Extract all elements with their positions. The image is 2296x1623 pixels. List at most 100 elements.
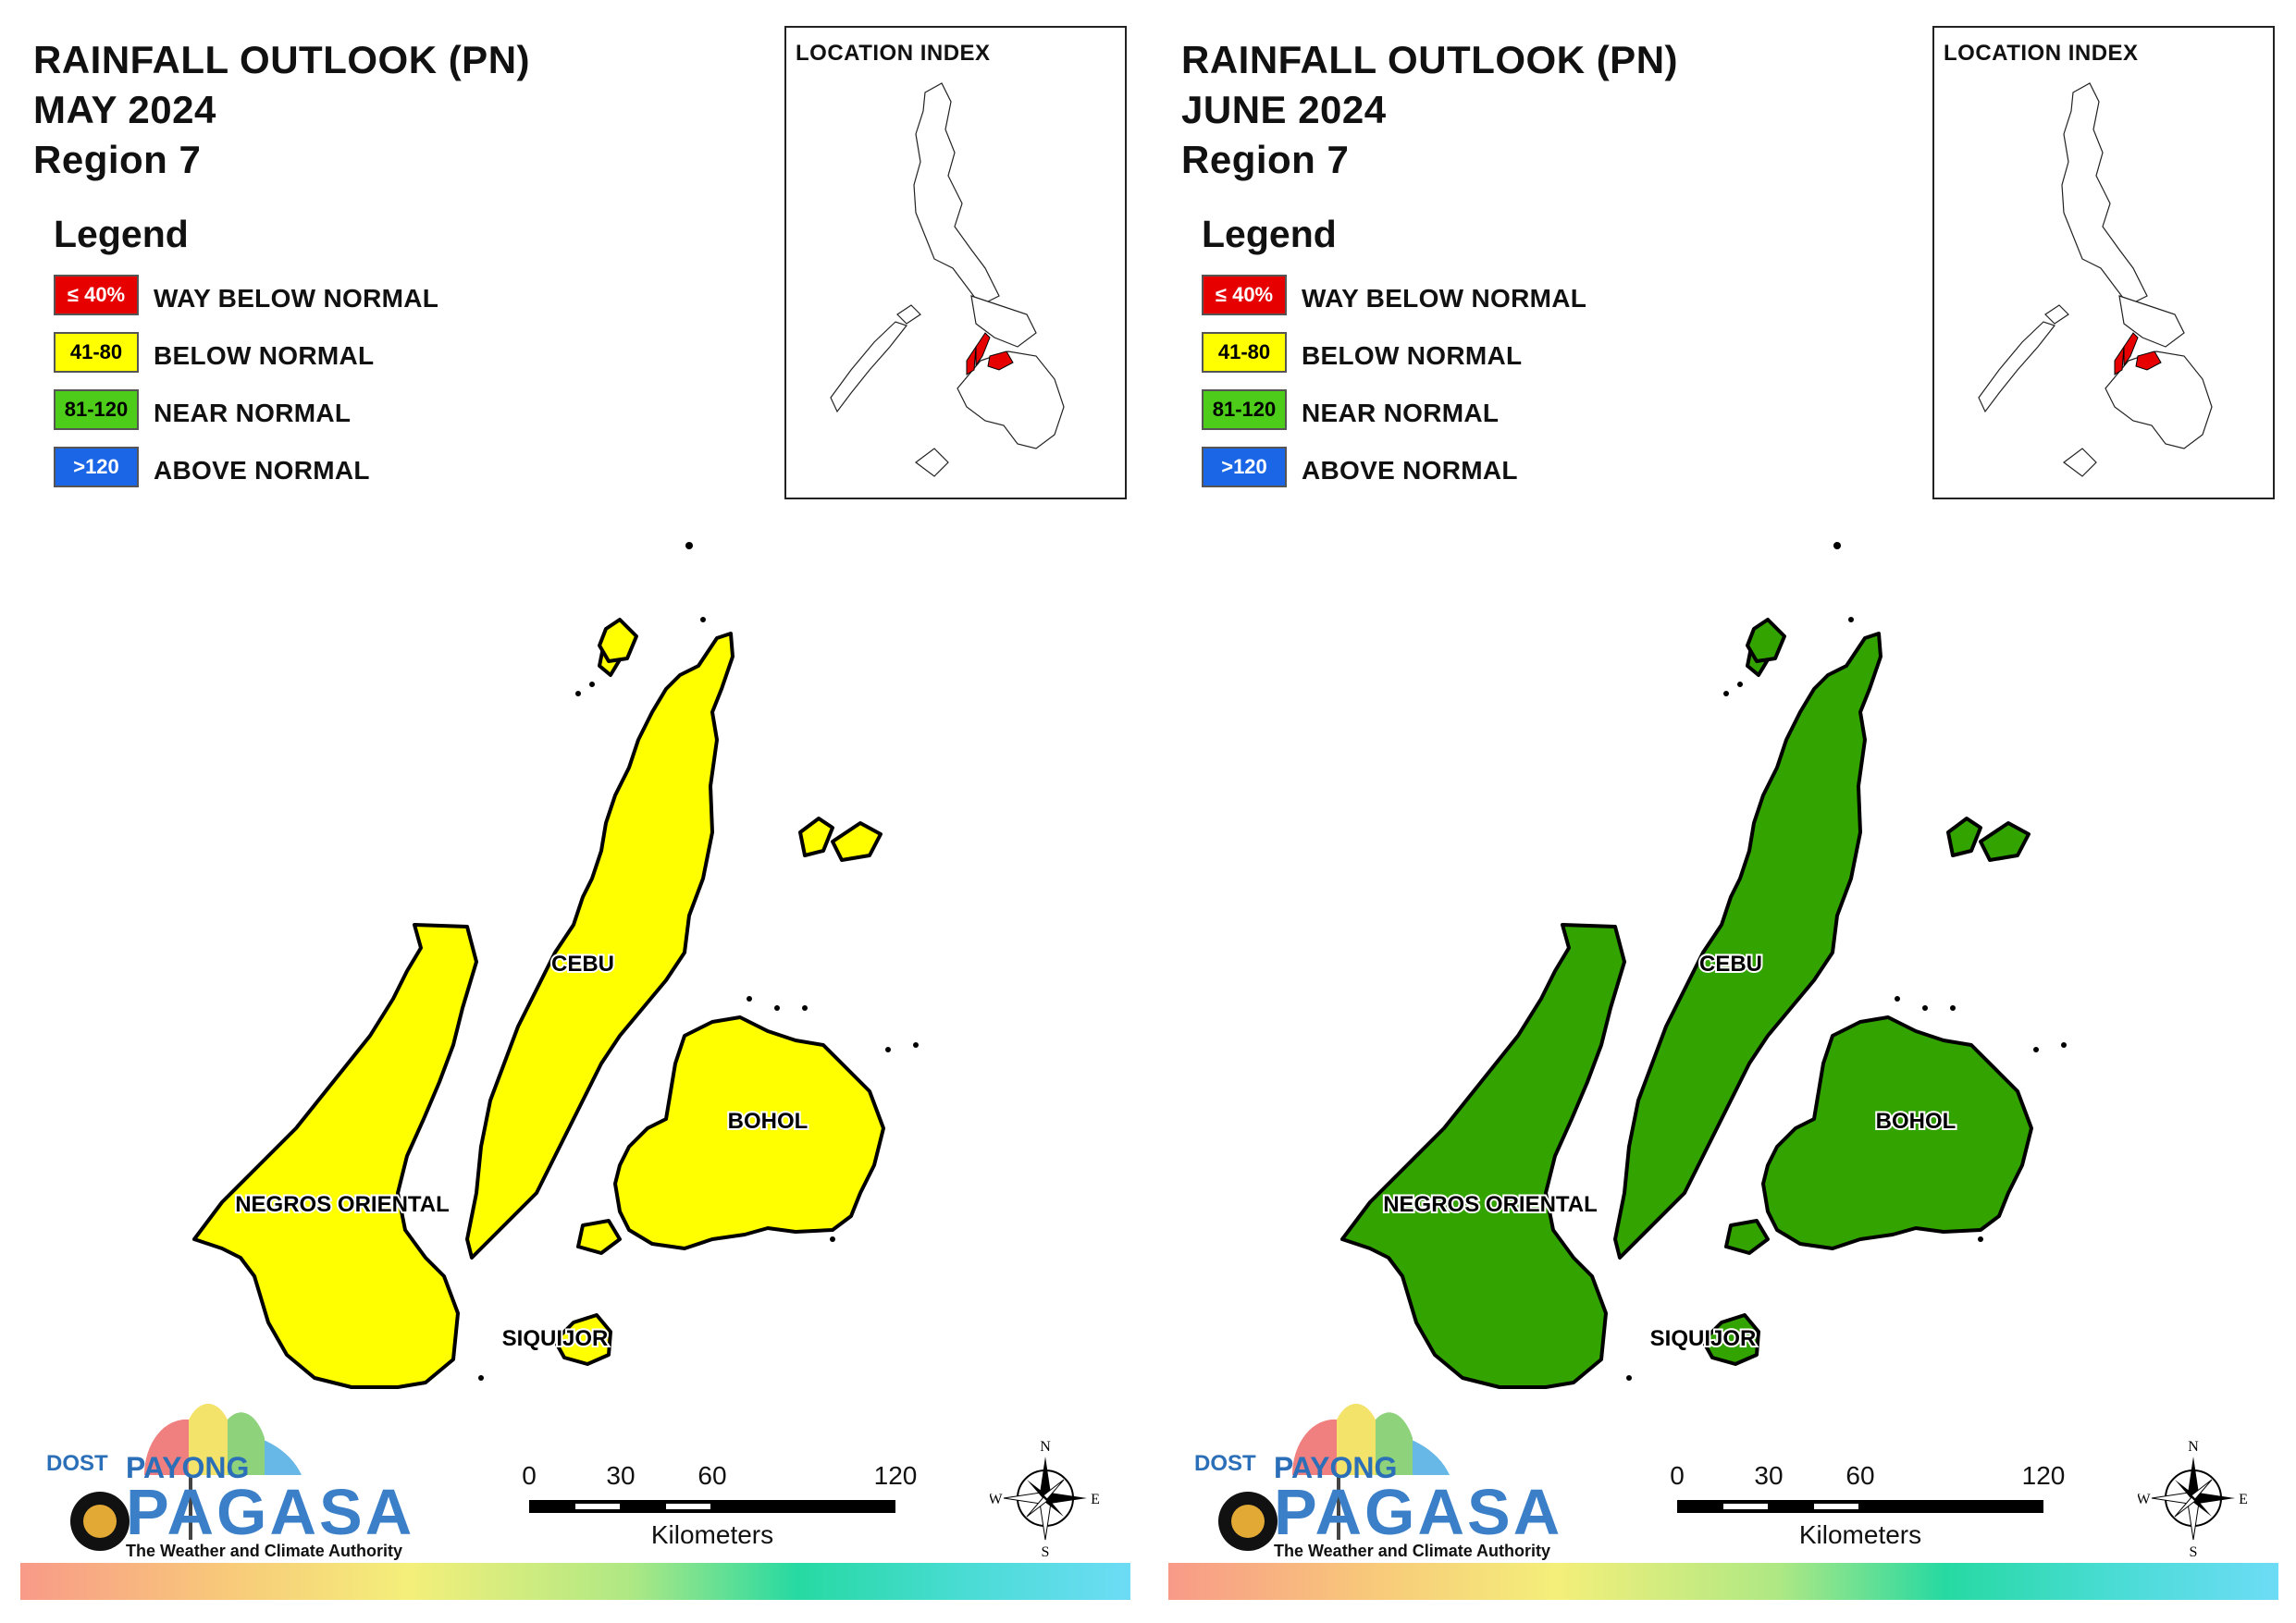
region-map: CEBU BOHOL NEGROS ORIENTAL SIQUIJOR [192, 542, 919, 1389]
island-bantayan [1746, 618, 1786, 663]
compass-n: N [2188, 1439, 2199, 1455]
region-7-highlight [2114, 332, 2162, 375]
compass-rose-icon: N S W E [2136, 1439, 2248, 1560]
north-arrow: N S W E [988, 1438, 1101, 1560]
scale-tick-label: 60 [1845, 1461, 1875, 1490]
philippines-outline [1978, 82, 2213, 477]
province-bohol [613, 1015, 885, 1250]
location-index: LOCATION INDEX [1932, 26, 2275, 499]
legend: Legend ≤ 40% WAY BELOW NORMAL 41-80 BELOW N… [1202, 213, 1586, 504]
outlook-panel: RAINFALL OUTLOOK (PN) MAY 2024 Region 7 … [20, 26, 1130, 1600]
logo-dost: DOST [46, 1451, 108, 1476]
legend-rows: ≤ 40% WAY BELOW NORMAL 41-80 BELOW NORMAL 81… [54, 275, 438, 504]
label-siquijor: SIQUIJOR [502, 1326, 609, 1351]
island-camotes-2 [831, 821, 883, 862]
scale-tick-label: 120 [873, 1461, 918, 1490]
label-siquijor: SIQUIJOR [1650, 1326, 1757, 1351]
logo-tagline: The Weather and Climate Authority [1274, 1542, 1551, 1560]
region-7-highlight [966, 332, 1014, 375]
scale-tick-label: 30 [1754, 1461, 1784, 1490]
legend-item: ≤ 40% WAY BELOW NORMAL [54, 275, 438, 332]
legend-title: Legend [1202, 213, 1337, 255]
scale-bar: 0 30 60 120 Kilometers [1670, 1461, 2066, 1554]
legend-label: ABOVE NORMAL [1302, 456, 1518, 485]
compass-n: N [1040, 1439, 1051, 1455]
province-siquijor [1701, 1313, 1760, 1366]
scale-tick-label: 60 [697, 1461, 727, 1490]
legend: Legend ≤ 40% WAY BELOW NORMAL 41-80 BELOW N… [54, 213, 438, 504]
title-month: MAY 2024 [33, 88, 216, 131]
map-title: RAINFALL OUTLOOK (PN) MAY 2024 Region 7 [33, 35, 530, 185]
compass-s: S [1042, 1544, 1050, 1558]
umbrella-icon [1218, 1403, 1450, 1551]
island-camotes-2 [1979, 821, 2031, 862]
compass-w: W [2138, 1492, 2151, 1507]
legend-swatch: 81-120 [1202, 389, 1287, 430]
region-map: CEBU BOHOL NEGROS ORIENTAL SIQUIJOR [1340, 542, 2067, 1389]
logo-pagasa: PAGASA [126, 1476, 415, 1548]
island-bantayan [598, 618, 638, 663]
legend-item: 81-120 NEAR NORMAL [54, 389, 351, 447]
title-region: Region 7 [1181, 138, 1350, 181]
north-arrow: N S W E [2136, 1438, 2249, 1560]
scale-tick-label: 0 [1670, 1461, 1685, 1490]
scale-units: Kilometers [1798, 1520, 1922, 1549]
legend-item: ≤ 40% WAY BELOW NORMAL [1202, 275, 1586, 332]
pagasa-logo: DOST PAYONG PAGASA The Weather and Clima… [1181, 1383, 1560, 1572]
province-bohol [1761, 1015, 2033, 1250]
province-negros-oriental [1340, 923, 1626, 1389]
legend-item: 41-80 BELOW NORMAL [1202, 332, 1522, 389]
legend-swatch: ≤ 40% [1202, 275, 1287, 315]
label-bohol: BOHOL [1876, 1109, 1957, 1134]
logo-payong: PAYONG [1274, 1451, 1398, 1484]
title-line: RAINFALL OUTLOOK (PN) [33, 38, 531, 81]
legend-item: 81-120 NEAR NORMAL [1202, 389, 1499, 447]
compass-e: E [1091, 1492, 1100, 1507]
legend-label: NEAR NORMAL [1302, 399, 1500, 427]
compass-w: W [990, 1492, 1003, 1507]
province-siquijor [553, 1313, 612, 1366]
map-title: RAINFALL OUTLOOK (PN) JUNE 2024 Region 7 [1181, 35, 1678, 185]
location-index: LOCATION INDEX [784, 26, 1127, 499]
legend-label: BELOW NORMAL [154, 341, 375, 370]
location-index-title: LOCATION INDEX [796, 41, 991, 66]
color-ramp-bar [20, 1563, 1130, 1600]
province-negros-oriental [192, 923, 478, 1389]
compass-rose-icon: N S W E [988, 1439, 1100, 1560]
label-bohol: BOHOL [728, 1109, 809, 1134]
title-line: RAINFALL OUTLOOK (PN) [1181, 38, 1679, 81]
logo-dost: DOST [1194, 1451, 1256, 1476]
label-negros-oriental: NEGROS ORIENTAL [1383, 1192, 1598, 1217]
legend-swatch: ≤ 40% [54, 275, 139, 315]
compass-s: S [2190, 1544, 2198, 1558]
legend-label: BELOW NORMAL [1302, 341, 1523, 370]
island-panglao [1724, 1219, 1770, 1255]
scale-units: Kilometers [650, 1520, 774, 1549]
legend-swatch: 41-80 [54, 332, 139, 373]
legend-item: >120 ABOVE NORMAL [54, 447, 370, 504]
logo-pagasa: PAGASA [1274, 1476, 1563, 1548]
philippines-outline [830, 82, 1065, 477]
title-region: Region 7 [33, 138, 202, 181]
logo-payong: PAYONG [126, 1451, 250, 1484]
scale-bar-graphic [529, 1500, 895, 1513]
title-month: JUNE 2024 [1181, 88, 1387, 131]
legend-item: >120 ABOVE NORMAL [1202, 447, 1518, 504]
legend-swatch: 41-80 [1202, 332, 1287, 373]
legend-title: Legend [54, 213, 189, 255]
label-cebu: CEBU [551, 952, 614, 977]
color-ramp-bar [1168, 1563, 2278, 1600]
compass-e: E [2239, 1492, 2248, 1507]
province-cebu [1613, 632, 1882, 1260]
label-negros-oriental: NEGROS ORIENTAL [235, 1192, 450, 1217]
legend-label: WAY BELOW NORMAL [154, 284, 439, 313]
island-panglao [576, 1219, 622, 1255]
umbrella-icon [70, 1403, 302, 1551]
legend-rows: ≤ 40% WAY BELOW NORMAL 41-80 BELOW NORMAL 81… [1202, 275, 1586, 504]
legend-swatch: >120 [1202, 447, 1287, 487]
legend-label: WAY BELOW NORMAL [1302, 284, 1587, 313]
scale-tick-label: 0 [522, 1461, 537, 1490]
legend-swatch: 81-120 [54, 389, 139, 430]
scale-bar: 0 30 60 120 Kilometers [522, 1461, 918, 1554]
scale-tick-label: 120 [2021, 1461, 2066, 1490]
